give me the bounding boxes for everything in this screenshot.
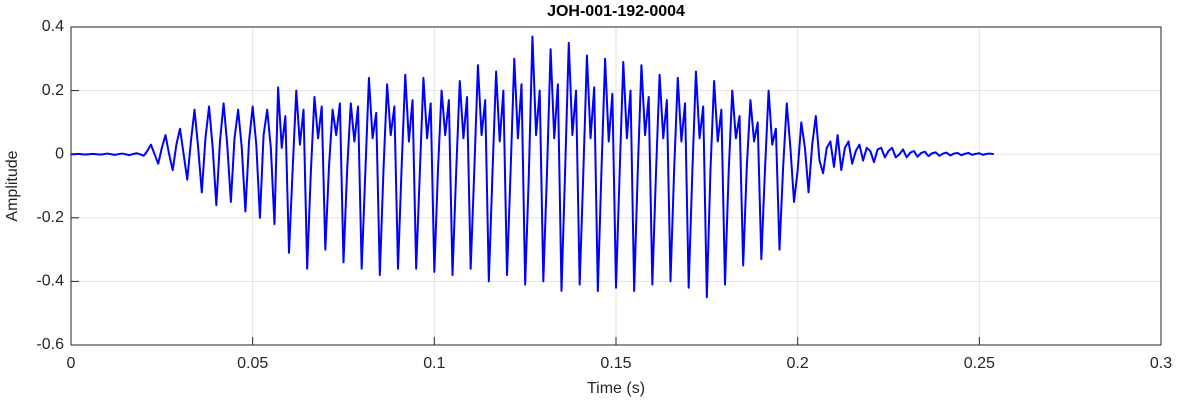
y-tick-label: -0.6 — [36, 336, 64, 353]
plot-frame — [70, 26, 1162, 346]
plot-layer — [71, 35, 995, 299]
y-tick-label: 0 — [55, 145, 64, 162]
x-tick-label: 0 — [67, 355, 76, 372]
x-tick-label: 0.1 — [423, 355, 445, 372]
x-axis-label: Time (s) — [587, 380, 645, 397]
y-axis-label: Amplitude — [4, 150, 21, 221]
y-tick-label: -0.2 — [36, 209, 64, 226]
x-tick-label: 0.15 — [600, 355, 631, 372]
y-tick-label: -0.4 — [36, 273, 64, 290]
chart-title: JOH-001-192-0004 — [547, 3, 685, 20]
y-tick-label: 0.4 — [42, 18, 64, 35]
x-tick-label: 0.2 — [787, 355, 809, 372]
x-tick-label: 0.25 — [964, 355, 995, 372]
waveform-line — [71, 35, 995, 299]
grid-layer — [70, 26, 1162, 346]
y-tick-label: 0.2 — [42, 82, 64, 99]
x-tick-label: 0.3 — [1150, 355, 1172, 372]
x-tick-label: 0.05 — [237, 355, 268, 372]
